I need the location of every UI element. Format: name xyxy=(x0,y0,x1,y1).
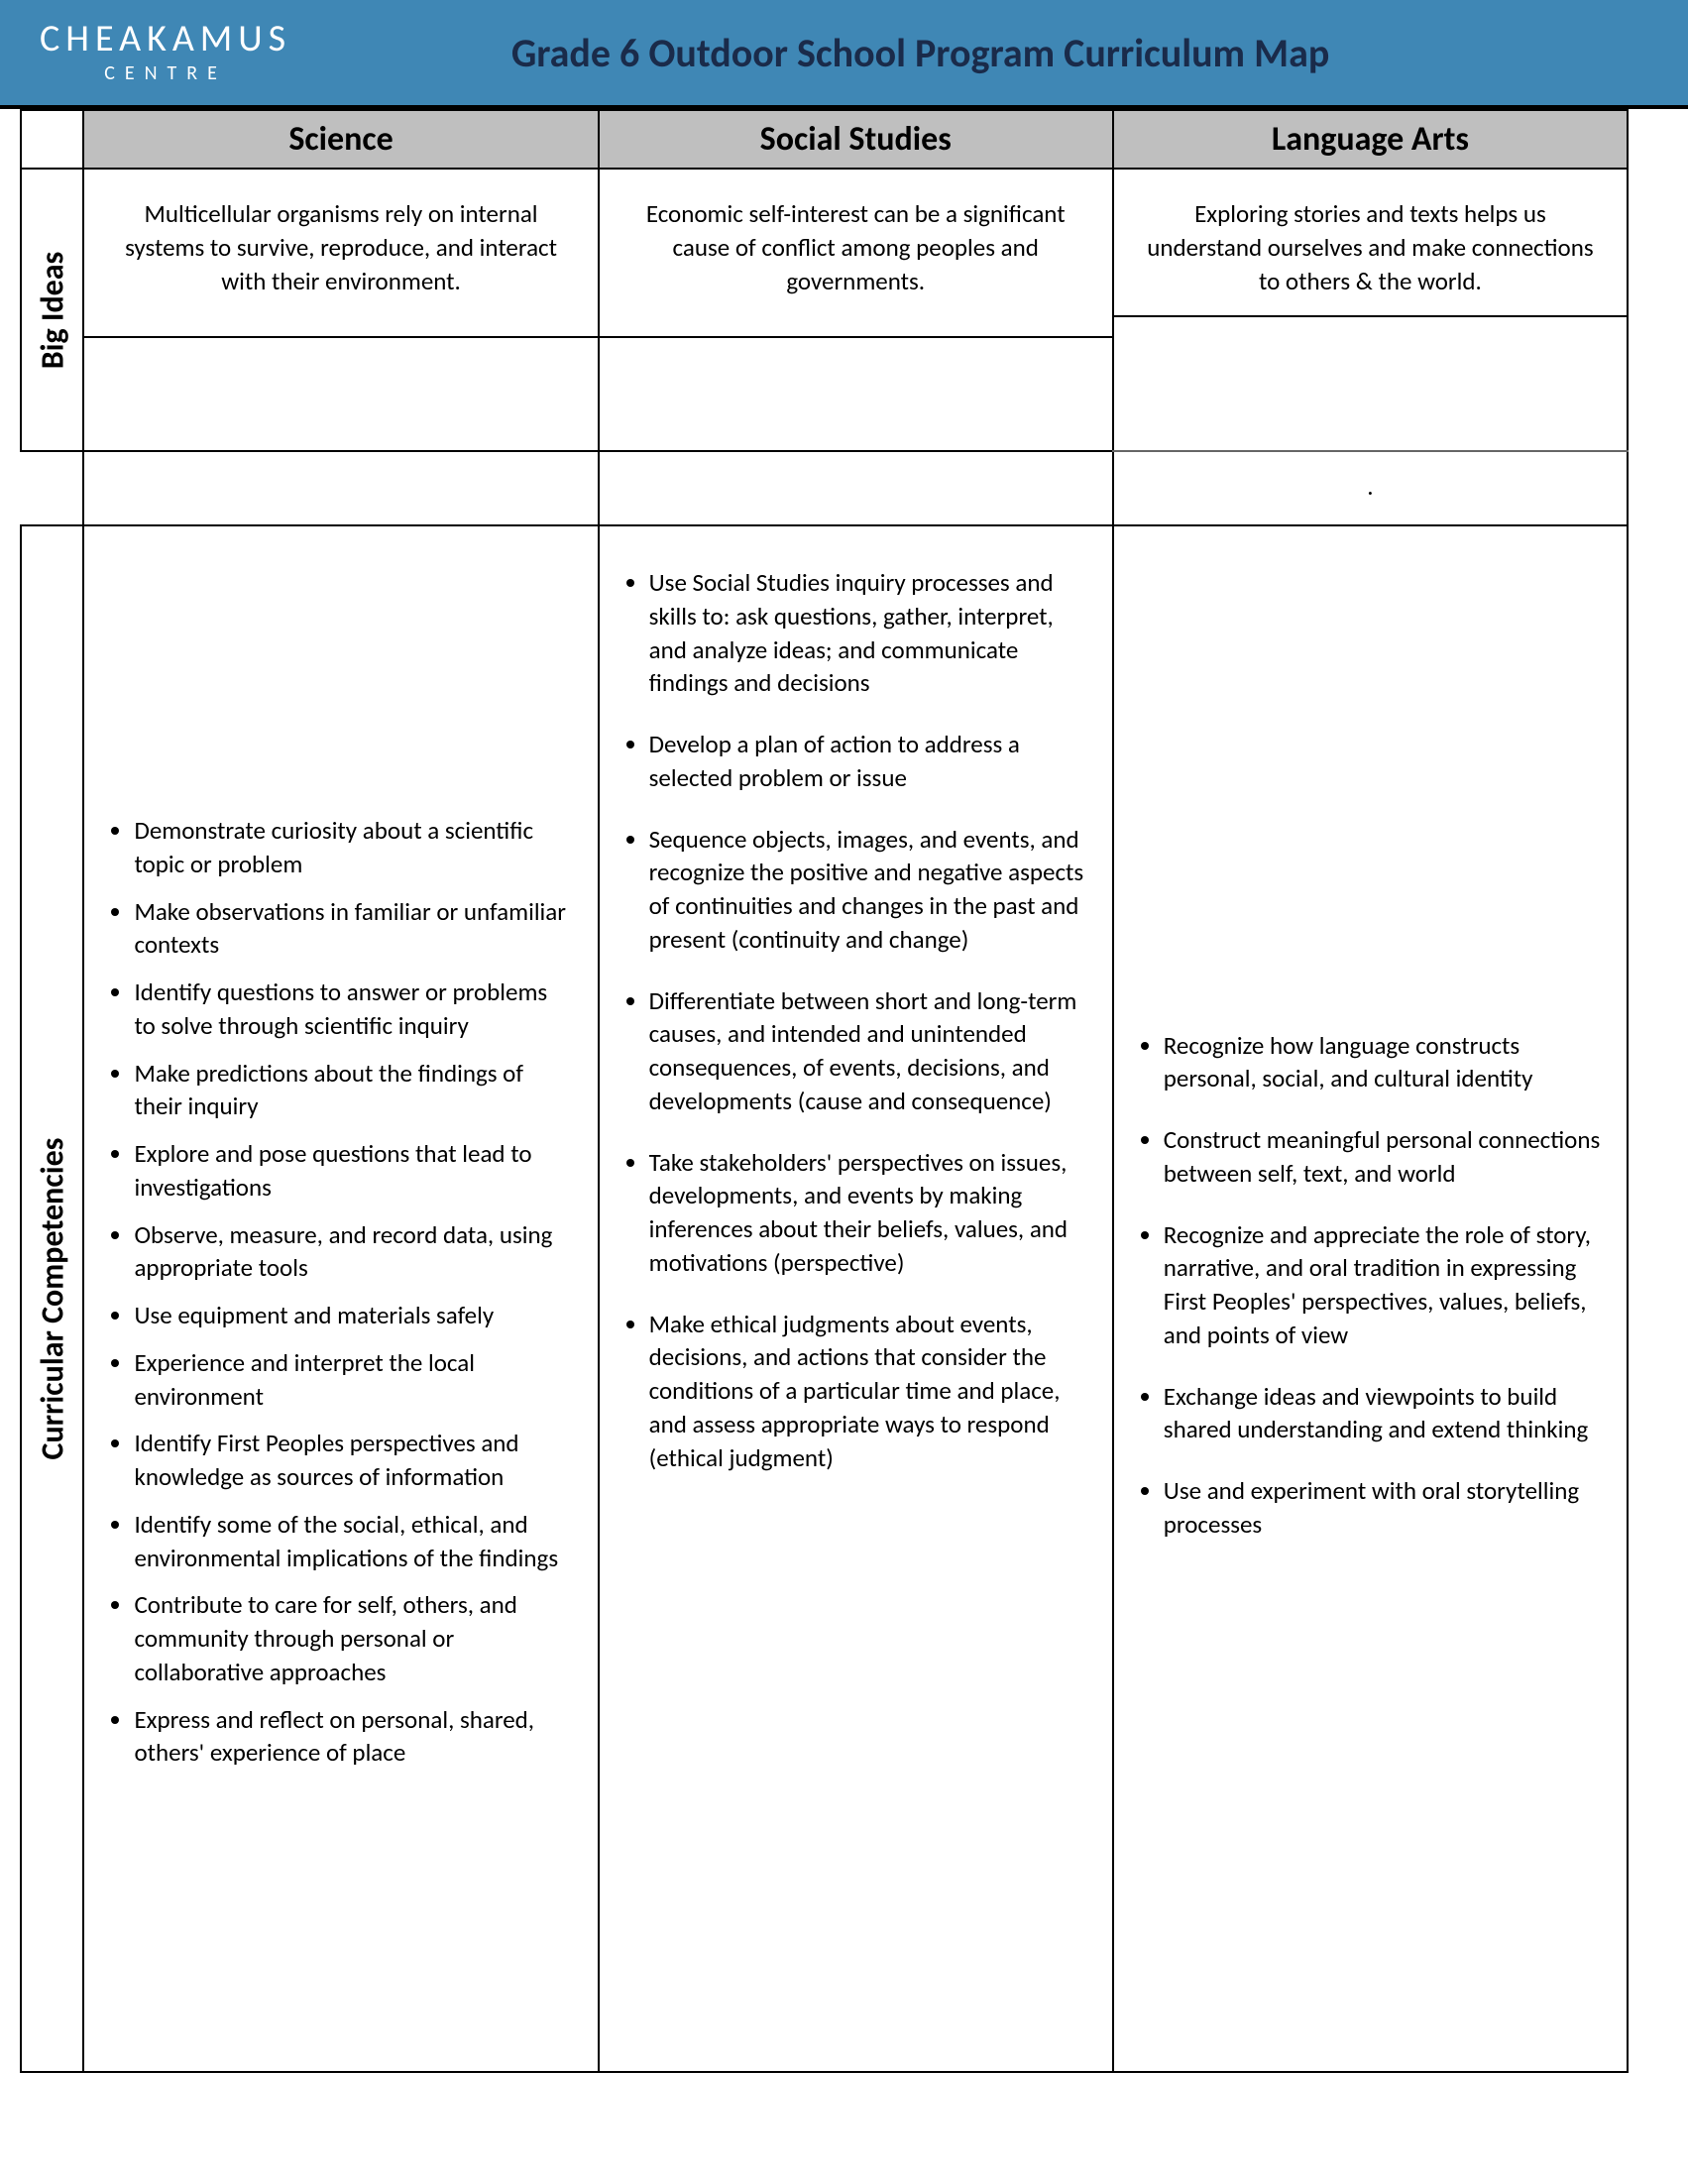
competencies-science: Demonstrate curiosity about a scientific… xyxy=(83,525,598,2072)
list-item: Identify First Peoples perspectives and … xyxy=(134,1427,573,1494)
big-idea-social: Economic self-interest can be a signific… xyxy=(599,169,1113,337)
competencies-language: Recognize how language constructs person… xyxy=(1113,525,1628,2072)
col-head-language: Language Arts xyxy=(1113,110,1628,169)
list-item: Express and reflect on personal, shared,… xyxy=(134,1703,573,1771)
big-ideas-label: Big Ideas xyxy=(33,251,71,369)
row-label-big-ideas: Big Ideas xyxy=(21,169,83,451)
list-item: Recognize and appreciate the role of sto… xyxy=(1164,1218,1603,1352)
list-item: Make ethical judgments about events, dec… xyxy=(649,1308,1088,1475)
language-list: Recognize how language constructs person… xyxy=(1138,1029,1603,1542)
list-item: Differentiate between short and long-ter… xyxy=(649,984,1088,1118)
list-item: Exchange ideas and viewpoints to build s… xyxy=(1164,1380,1603,1447)
big-idea-language-dot: . xyxy=(1113,451,1628,525)
list-item: Develop a plan of action to address a se… xyxy=(649,728,1088,795)
list-item: Take stakeholders' perspectives on issue… xyxy=(649,1146,1088,1280)
list-item: Demonstrate curiosity about a scientific… xyxy=(134,814,573,881)
blank-corner xyxy=(21,110,83,169)
big-idea-science-empty xyxy=(83,337,598,451)
list-item: Recognize how language constructs person… xyxy=(1164,1029,1603,1096)
list-item: Use and experiment with oral storytellin… xyxy=(1164,1474,1603,1542)
page-body: Science Social Studies Language Arts Big… xyxy=(0,109,1688,2132)
col-head-social: Social Studies xyxy=(599,110,1113,169)
logo-sub: CENTRE xyxy=(104,61,227,85)
list-item: Observe, measure, and record data, using… xyxy=(134,1218,573,1286)
logo: CHEAKAMUS CENTRE xyxy=(40,20,291,85)
list-item: Identify some of the social, ethical, an… xyxy=(134,1508,573,1575)
list-item: Identify questions to answer or problems… xyxy=(134,976,573,1043)
list-item: Construct meaningful personal connection… xyxy=(1164,1123,1603,1191)
science-list: Demonstrate curiosity about a scientific… xyxy=(108,814,573,1770)
list-item: Explore and pose questions that lead to … xyxy=(134,1137,573,1205)
header-bar: CHEAKAMUS CENTRE Grade 6 Outdoor School … xyxy=(0,0,1688,109)
list-item: Sequence objects, images, and events, an… xyxy=(649,823,1088,957)
col-head-science: Science xyxy=(83,110,598,169)
big-idea-science: Multicellular organisms rely on internal… xyxy=(83,169,598,337)
big-idea-language-empty xyxy=(1113,316,1628,451)
row-label-competencies: Curricular Competencies xyxy=(21,525,83,2072)
competencies-social: Use Social Studies inquiry processes and… xyxy=(599,525,1113,2072)
list-item: Make predictions about the findings of t… xyxy=(134,1057,573,1124)
big-idea-social-empty xyxy=(599,337,1113,451)
page-title: Grade 6 Outdoor School Program Curriculu… xyxy=(291,29,1648,77)
logo-main: CHEAKAMUS xyxy=(40,20,291,57)
curriculum-table: Science Social Studies Language Arts Big… xyxy=(20,109,1629,2073)
list-item: Use equipment and materials safely xyxy=(134,1299,573,1332)
list-item: Contribute to care for self, others, and… xyxy=(134,1588,573,1688)
social-list: Use Social Studies inquiry processes and… xyxy=(623,566,1088,1474)
competencies-label: Curricular Competencies xyxy=(33,1138,71,1460)
big-idea-language: Exploring stories and texts helps us und… xyxy=(1113,169,1628,316)
list-item: Experience and interpret the local envir… xyxy=(134,1346,573,1414)
list-item: Make observations in familiar or unfamil… xyxy=(134,895,573,963)
list-item: Use Social Studies inquiry processes and… xyxy=(649,566,1088,700)
